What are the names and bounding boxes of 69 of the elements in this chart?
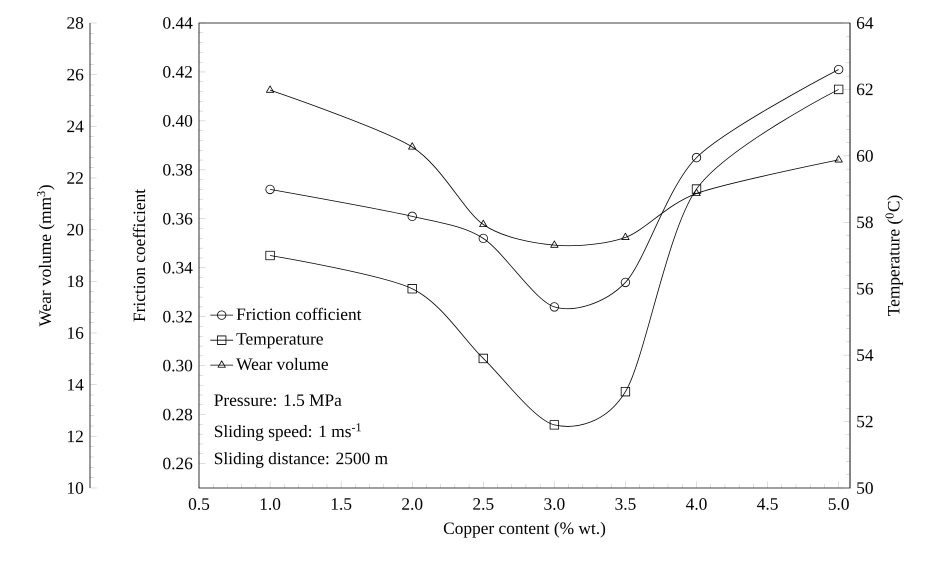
legend-label: Wear volume — [236, 358, 328, 370]
point — [834, 64, 844, 74]
y2-tick-label: 62 — [856, 84, 873, 96]
point — [620, 278, 630, 288]
y3-tick-label: 22 — [67, 172, 83, 184]
y2-tick-label: 54 — [857, 349, 874, 361]
x-tick-label: 5.0 — [828, 498, 849, 510]
point — [265, 250, 275, 260]
y-axis-title: Friction coefficient — [132, 189, 146, 322]
x-tick-label: 0.5 — [188, 498, 210, 510]
point — [478, 354, 488, 364]
point — [621, 232, 630, 240]
x-tick-label: 4.5 — [757, 498, 778, 510]
y-tick-label: 0.38 — [163, 164, 192, 176]
point — [479, 220, 488, 228]
point — [834, 155, 843, 162]
point — [692, 188, 701, 196]
legend-label: Temperature — [236, 333, 323, 348]
legend-label: Friction cofficient — [236, 308, 362, 320]
y3-tick-label: 28 — [67, 17, 84, 29]
y3-axis-title: Wear volume (mm$^{3}$) — [37, 185, 55, 326]
point — [550, 240, 558, 248]
y3-tick-label: 12 — [68, 430, 83, 442]
point — [408, 142, 416, 150]
point — [834, 84, 844, 94]
x-tick-label: 3.0 — [544, 498, 565, 510]
y3-tick-label: 16 — [68, 327, 84, 339]
y-tick-label: 0.40 — [163, 115, 192, 127]
y2-tick-label: 50 — [857, 482, 873, 494]
y2-tick-label: 64 — [856, 17, 874, 29]
y3-tick-label: 26 — [67, 68, 84, 80]
x-tick-label: 2.0 — [402, 498, 422, 510]
point — [266, 85, 274, 93]
y-tick-label: 0.32 — [163, 310, 192, 323]
y3-tick-label: 24 — [67, 120, 84, 132]
point — [408, 284, 417, 294]
point — [692, 184, 702, 194]
y-tick-label: 0.44 — [163, 17, 193, 29]
point — [550, 420, 560, 430]
y3-tick-label: 18 — [68, 275, 84, 288]
y-tick-label: 0.36 — [163, 212, 192, 225]
y-tick-label: 0.26 — [163, 458, 192, 470]
y-tick-label: 0.30 — [163, 360, 192, 372]
y2-tick-label: 56 — [857, 282, 874, 295]
annotation: Pressure: 1.5 MPa — [214, 394, 342, 406]
x-axis-title: Copper content (% wt.) — [444, 522, 606, 538]
y2-tick-label: 58 — [857, 216, 873, 228]
annotation: Sliding distance: 2500 m — [214, 452, 388, 468]
point — [265, 184, 275, 194]
point — [620, 387, 630, 396]
point — [408, 212, 417, 221]
y3-tick-label: 10 — [68, 482, 84, 494]
x-tick-label: 1.0 — [260, 498, 280, 510]
point — [550, 302, 560, 312]
point — [692, 152, 702, 162]
y2-tick-label: 52 — [857, 416, 873, 428]
y2-tick-label: 60 — [856, 150, 873, 162]
y3-tick-label: 20 — [67, 224, 84, 236]
x-tick-label: 2.5 — [473, 498, 494, 510]
point — [478, 234, 488, 244]
y-tick-label: 0.28 — [163, 408, 192, 420]
y3-tick-label: 14 — [68, 378, 84, 390]
y2-axis-title: Temperature ($^{0}$C) — [885, 196, 904, 316]
x-tick-label: 3.5 — [615, 498, 636, 510]
annotation: Sliding speed: 1 ms$^{-1}$ — [214, 423, 361, 441]
x-tick-label: 1.5 — [332, 498, 352, 510]
x-tick-label: 4.0 — [686, 498, 707, 510]
y-tick-label: 0.42 — [163, 66, 192, 78]
y-tick-label: 0.34 — [163, 262, 193, 274]
